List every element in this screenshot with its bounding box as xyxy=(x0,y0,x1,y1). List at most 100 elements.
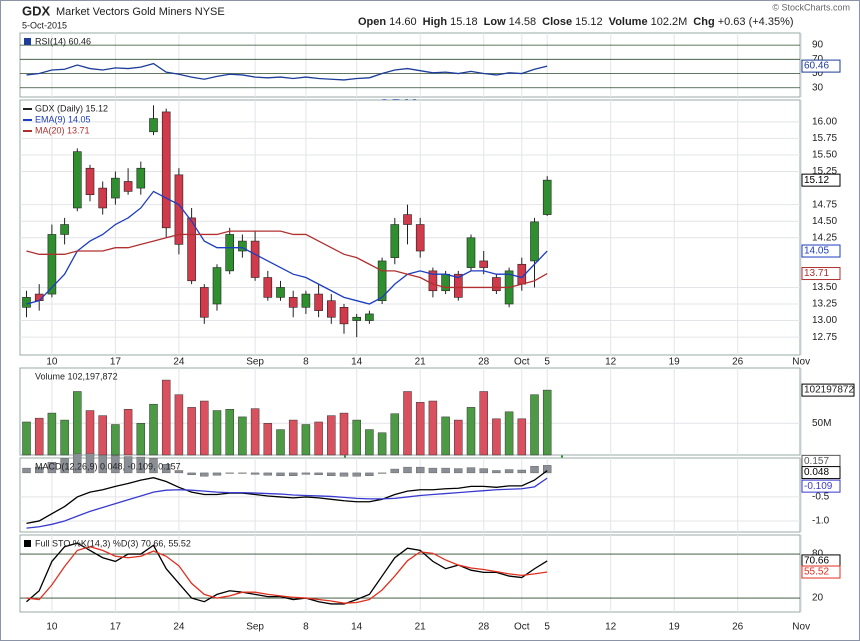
histogram-bar xyxy=(212,472,222,476)
volume-bar xyxy=(22,421,31,456)
volume-bar xyxy=(73,391,82,456)
histogram-bar xyxy=(441,467,450,474)
x-tick-label: 19 xyxy=(669,622,681,633)
candle-body xyxy=(187,217,196,282)
candle-body xyxy=(530,221,539,262)
last-value: 55.52 xyxy=(804,567,829,578)
line xyxy=(26,470,548,524)
x-tick-label: 26 xyxy=(732,622,744,633)
candle-body xyxy=(85,167,95,196)
value-box xyxy=(801,59,841,73)
y-tick-label: 70 xyxy=(812,54,824,65)
line xyxy=(26,62,548,81)
candle-body xyxy=(200,287,209,318)
candle-body xyxy=(212,267,222,305)
x-tick-label: Nov xyxy=(792,622,810,633)
histogram-bar xyxy=(136,456,146,474)
quote-label: Volume xyxy=(609,16,648,28)
volume-bar xyxy=(479,391,488,456)
candle-body xyxy=(161,111,171,229)
histogram-bar xyxy=(98,454,107,474)
volume-bar xyxy=(301,424,311,456)
histogram-bar xyxy=(111,455,120,474)
legend-label: EMA(9) 14.05 xyxy=(35,114,91,124)
histogram-bar xyxy=(517,469,526,474)
volume-bar xyxy=(377,432,387,456)
value-box xyxy=(801,244,841,258)
histogram-bar xyxy=(60,458,69,474)
x-tick-label: 28 xyxy=(478,622,490,633)
x-tick-label: 24 xyxy=(173,357,185,368)
quote-value: +0.63 (+4.35%) xyxy=(718,16,794,28)
y-tick-label: 13.50 xyxy=(812,282,837,293)
y-tick-label: 15.75 xyxy=(812,133,837,144)
volume-bar xyxy=(530,394,539,456)
x-tick-label: 10 xyxy=(46,622,58,633)
last-value: 15.12 xyxy=(804,175,829,186)
histogram-bar xyxy=(504,469,514,474)
legend-label: MA(20) 13.71 xyxy=(35,125,90,135)
candle-body xyxy=(111,177,120,199)
candle-body xyxy=(263,277,273,298)
legend-label: RSI(14) 60.46 xyxy=(35,36,91,46)
volume-bar xyxy=(263,422,273,456)
histogram-bar xyxy=(123,456,133,474)
legend-label: MACD(12,26,9) 0.048, -0.109, 0.157 xyxy=(35,461,181,471)
volume-bar xyxy=(403,391,412,456)
candle-body xyxy=(415,224,425,252)
quote-value: 15.12 xyxy=(575,16,603,28)
histogram-bar xyxy=(479,468,488,474)
quote-value: 15.18 xyxy=(450,16,478,28)
candle-body xyxy=(492,277,501,292)
last-value: -0.109 xyxy=(804,481,833,492)
volume-bar xyxy=(200,400,209,456)
last-value: 70.66 xyxy=(804,556,829,567)
volume-bar xyxy=(517,418,527,456)
x-tick-label: 28 xyxy=(478,357,490,368)
candle-body xyxy=(136,167,146,189)
candle-body xyxy=(60,224,69,235)
histogram-bar xyxy=(466,467,476,474)
volume-bar xyxy=(441,416,450,456)
legend-label: Volume 102,197,872 xyxy=(35,371,118,381)
candle-body xyxy=(390,224,400,258)
candle-body xyxy=(225,234,234,272)
volume-bar xyxy=(111,424,120,456)
candle-body xyxy=(288,297,298,308)
candle-body xyxy=(453,273,463,298)
candle-body xyxy=(47,234,57,295)
candle-body xyxy=(441,273,450,292)
y-tick-label: 16.00 xyxy=(812,116,837,127)
histogram-bar xyxy=(454,468,463,474)
last-value: 0.048 xyxy=(804,467,829,478)
y-tick-label: 13.25 xyxy=(812,299,837,310)
value-box xyxy=(801,565,841,579)
y-tick-label: 80 xyxy=(812,549,824,560)
quote-value: 14.60 xyxy=(389,16,417,28)
histogram-bar xyxy=(174,470,184,474)
quote-label: Low xyxy=(484,16,506,28)
histogram-bar xyxy=(327,472,336,476)
volume-bar xyxy=(390,413,400,456)
volume-bar xyxy=(466,407,476,456)
histogram-bar xyxy=(403,466,412,474)
date: 5-Oct-2015 xyxy=(22,20,67,30)
histogram-bar xyxy=(289,472,298,476)
candle-body xyxy=(352,316,362,321)
x-tick-label: 12 xyxy=(605,357,617,368)
value-box xyxy=(801,267,841,281)
last-value: 14.05 xyxy=(804,246,829,257)
y-tick-label: 12.75 xyxy=(812,332,837,343)
volume-bar xyxy=(365,429,374,456)
candle-body xyxy=(149,118,158,133)
volume-bar xyxy=(428,400,438,456)
y-tick-label: 14.25 xyxy=(812,232,837,243)
value-box xyxy=(801,383,855,397)
histogram-bar xyxy=(187,472,196,476)
candle-body xyxy=(250,240,260,278)
candle-body xyxy=(98,187,107,209)
candle-body xyxy=(466,237,476,268)
histogram-bar xyxy=(85,453,95,474)
y-tick-label: 90 xyxy=(812,40,824,51)
